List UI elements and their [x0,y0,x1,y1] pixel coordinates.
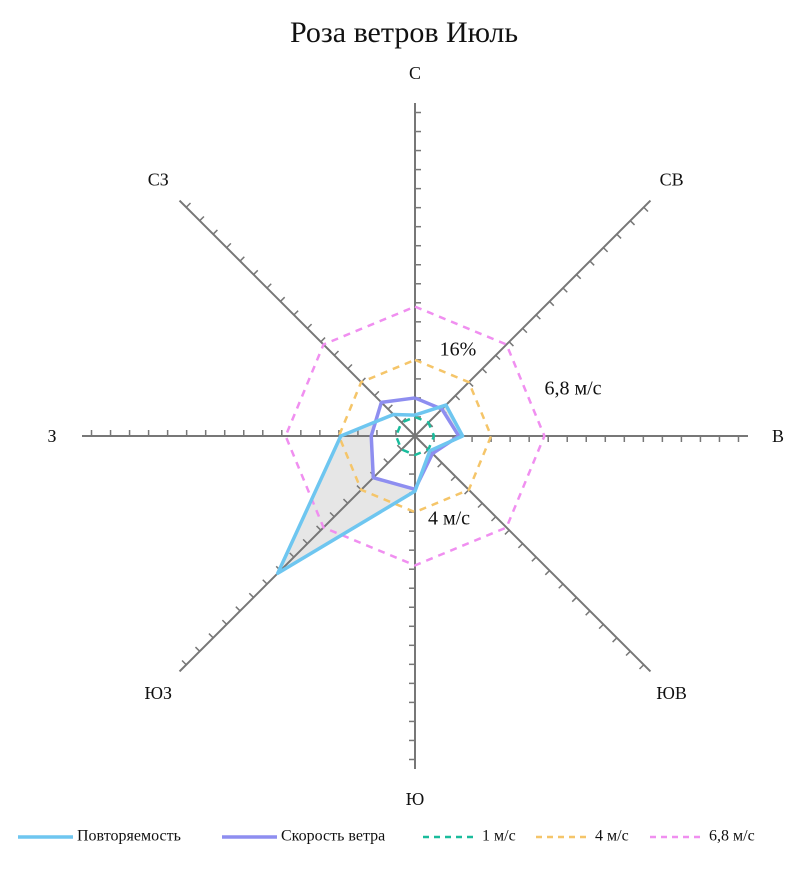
tick-mark [374,390,380,397]
tick-mark [481,368,488,374]
legend-label: 1 м/с [482,828,516,845]
tick-mark [239,256,245,262]
tick-mark [387,404,393,410]
tick-mark [226,242,232,249]
tick-mark [248,592,255,598]
tick-mark [279,296,286,302]
legend-label: 6,8 м/с [709,828,755,845]
tick-mark [454,395,461,401]
tick-mark [320,337,326,343]
direction-label: СЗ [148,169,169,189]
tick-mark [612,637,618,643]
legend-label: Скорость ветра [281,828,385,845]
tick-mark [562,287,568,293]
tick-mark [504,529,510,535]
series-line [276,403,465,575]
tick-mark [477,502,483,509]
tick-mark [302,538,308,545]
series-line [394,415,436,457]
tick-mark [575,274,582,280]
direction-label: З [47,426,56,446]
tick-mark [490,516,497,522]
tick-mark [531,556,537,562]
tick-mark [208,633,214,639]
annotation: 16% [440,339,477,361]
tick-mark [347,363,353,370]
tick-mark [293,310,299,316]
axis-line [178,199,416,437]
legend-label: 4 м/с [595,828,629,845]
tick-mark [589,260,595,266]
tick-mark [329,511,335,518]
tick-mark [199,215,205,222]
tick-mark [185,202,192,208]
axis-line [414,199,652,437]
tick-mark [262,579,268,585]
tick-mark [585,610,591,616]
tick-mark [522,327,528,334]
tick-mark [629,220,636,226]
tick-mark [625,650,631,657]
annotation: 6,8 м/с [544,378,601,400]
legend-label: Повторяемость [77,828,181,845]
tick-mark [616,233,622,239]
direction-label: СВ [660,169,684,189]
tick-mark [558,583,564,589]
direction-label: В [772,426,784,446]
tick-mark [602,247,609,253]
direction-label: С [409,63,421,83]
direction-label: ЮЗ [145,683,173,703]
tick-mark [544,570,551,576]
series-line [284,305,546,567]
tick-mark [383,458,389,464]
direction-label: Ю [406,789,425,809]
annotation: 4 м/с [428,508,470,530]
tick-mark [289,552,295,558]
tick-mark [266,283,272,289]
tick-mark [212,229,218,235]
axis-line [414,435,652,673]
tick-mark [437,462,443,468]
tick-mark [235,606,241,612]
tick-mark [221,619,228,625]
tick-mark [517,543,524,549]
tick-mark [638,664,645,670]
direction-label: ЮВ [656,683,687,703]
tick-mark [342,498,349,504]
tick-mark [396,444,403,450]
tick-mark [508,341,514,347]
tick-mark [598,623,604,630]
tick-mark [194,646,201,652]
tick-mark [253,269,259,276]
tick-mark [571,596,577,603]
tick-mark [316,525,322,531]
axis-line [178,435,416,673]
tick-mark [306,323,313,329]
tick-mark [535,314,541,320]
tick-mark [643,206,649,213]
tick-mark [181,659,187,666]
tick-mark [450,475,456,482]
chart-title: Роза ветров Июль [290,16,518,49]
tick-mark [468,381,474,387]
tick-mark [549,300,555,307]
tick-mark [333,350,340,356]
tick-mark [495,354,501,361]
